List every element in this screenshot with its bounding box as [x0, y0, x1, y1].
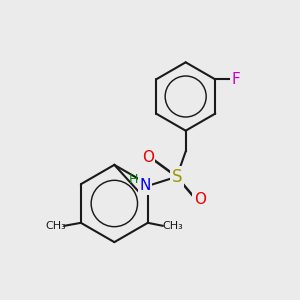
Text: S: S — [172, 168, 182, 186]
Text: F: F — [232, 72, 240, 87]
Text: CH₃: CH₃ — [45, 221, 66, 231]
Text: CH₃: CH₃ — [163, 221, 183, 231]
Text: N: N — [139, 178, 151, 193]
Text: O: O — [194, 191, 206, 206]
Text: O: O — [142, 150, 154, 165]
Text: H: H — [129, 172, 138, 186]
